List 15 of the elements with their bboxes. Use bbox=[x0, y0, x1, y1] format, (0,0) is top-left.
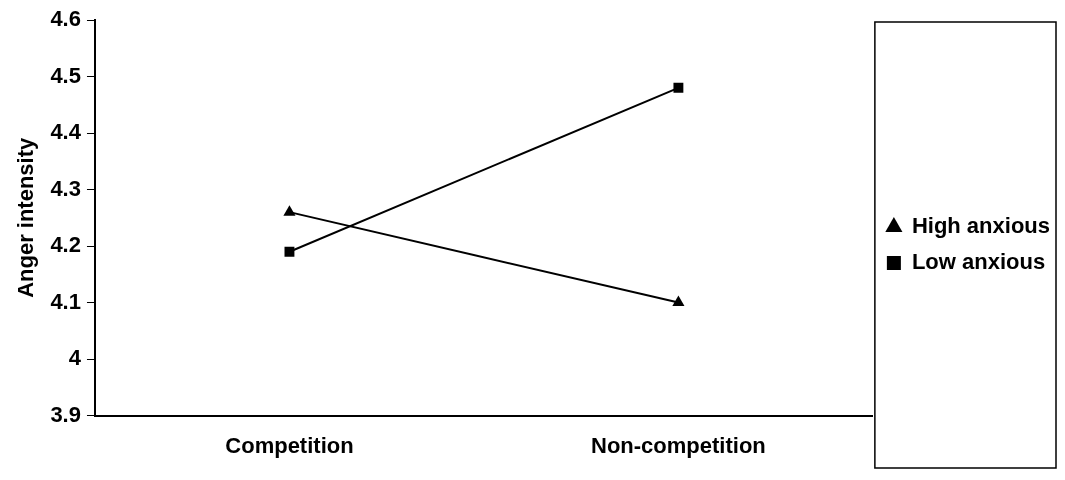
legend-label: Low anxious bbox=[911, 249, 1046, 275]
y-tick-label: 4.1 bbox=[50, 288, 81, 314]
x-tick-label: Non-competition bbox=[591, 432, 766, 458]
legend-label: High anxious bbox=[911, 213, 1050, 239]
y-tick-label: 4.6 bbox=[50, 6, 81, 32]
y-tick-label: 4.4 bbox=[50, 119, 82, 145]
y-tick-label: 4.5 bbox=[50, 62, 81, 88]
y-tick-label: 4.2 bbox=[50, 232, 81, 258]
y-tick-label: 4 bbox=[68, 345, 82, 371]
point bbox=[284, 246, 295, 257]
y-axis-title: Anger intensity bbox=[13, 136, 39, 298]
y-tick-label: 4.3 bbox=[50, 175, 81, 201]
point bbox=[673, 82, 684, 93]
x-tick-label: Competition bbox=[225, 432, 354, 458]
y-tick-label: 3.9 bbox=[50, 401, 81, 427]
